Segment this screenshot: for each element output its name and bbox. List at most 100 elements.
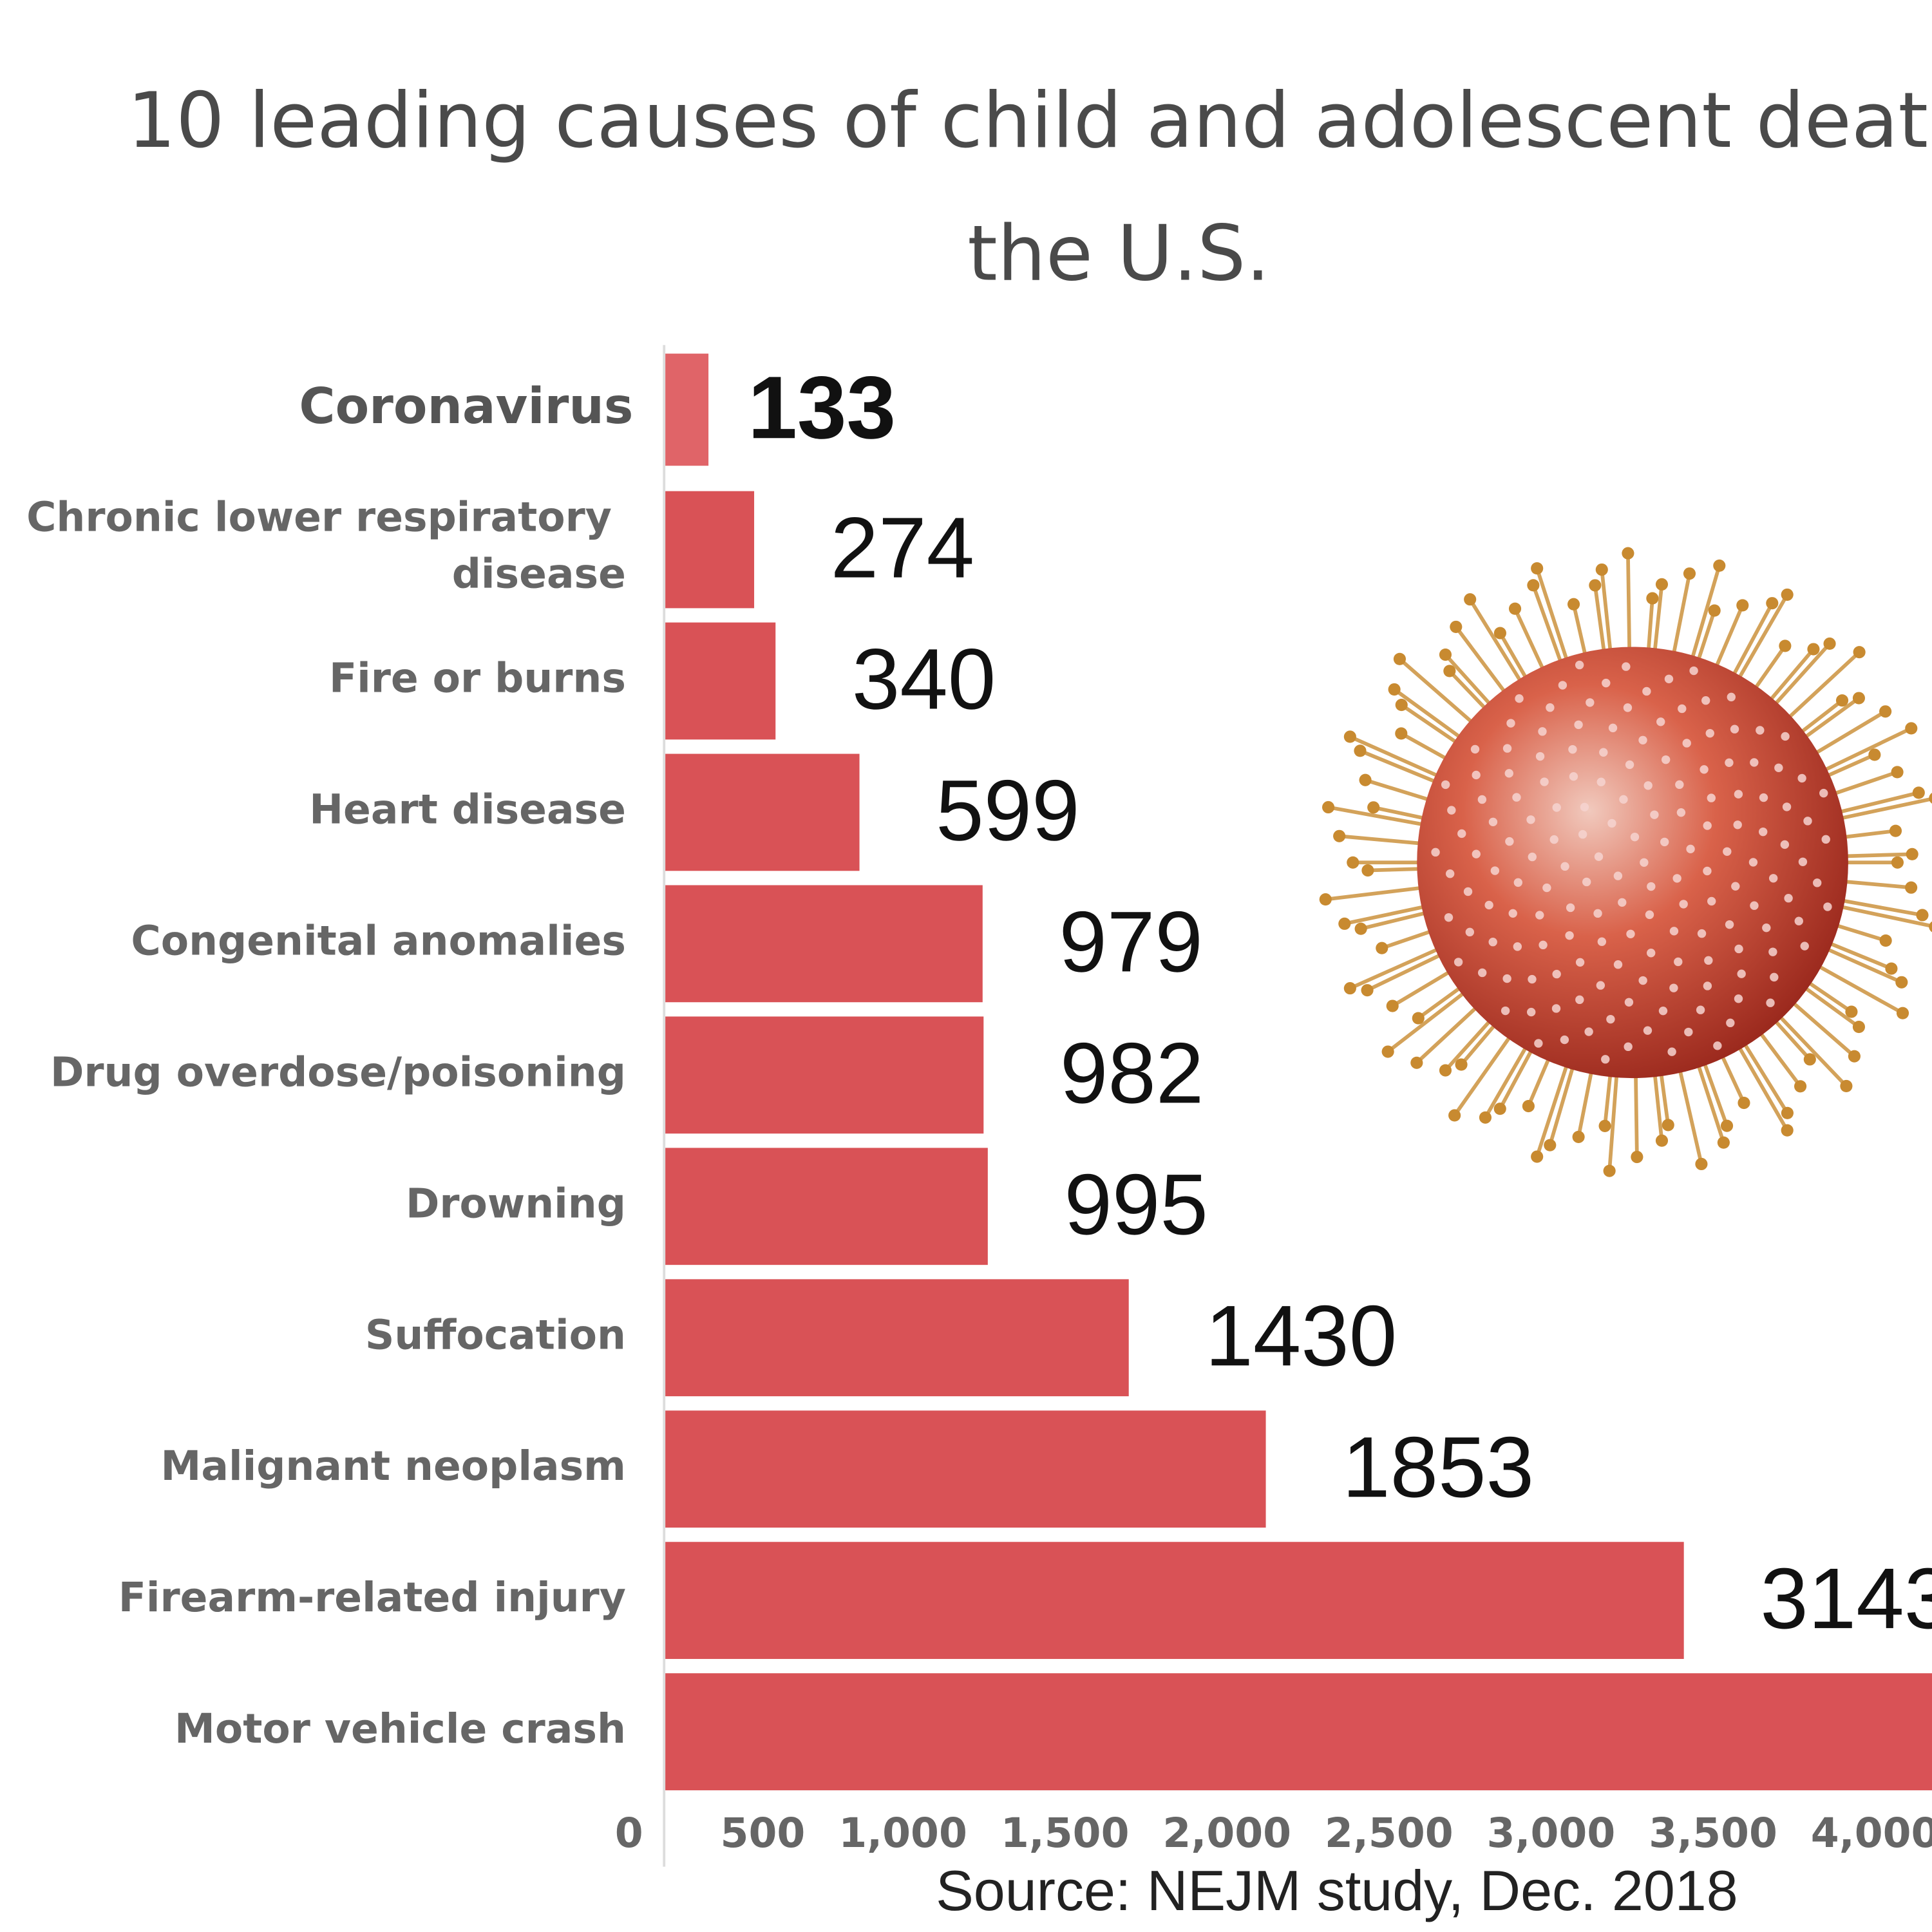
virus-dot [1647,882,1656,891]
virus-spike-tip [1544,1139,1557,1151]
virus-dot [1586,698,1595,707]
bar [665,1016,984,1134]
virus-dot [1667,1047,1676,1056]
virus-spike-tip [1361,984,1374,997]
virus-spike [1727,602,1774,685]
y-tick-label: Motor vehicle crash [175,1705,626,1752]
virus-spike [1809,960,1904,1015]
bar [665,1279,1129,1397]
virus-spike-tip [1835,694,1849,707]
virus-spike [1806,710,1887,760]
virus-spike-tip [1493,1103,1506,1115]
virus-spike-tip [1655,1134,1669,1147]
virus-spike-tip [1443,665,1456,677]
virus-dot [1431,848,1440,857]
virus-dot [1504,769,1513,778]
virus-spike [1400,703,1466,750]
virus-dot [1821,835,1830,844]
virus-spike-tip [1439,1064,1452,1077]
x-tick-label: 2,000 [1162,1809,1291,1857]
virus-dot [1638,976,1647,985]
virus-spike-tip [1598,1119,1611,1132]
virus-dot [1622,662,1631,671]
virus-dot [1593,909,1602,918]
virus-dot [1584,1027,1593,1036]
virus-dot [1734,944,1743,954]
virus-dot [1575,958,1585,967]
virus-dot [1725,920,1734,929]
virus-dot [1463,887,1473,896]
virus-dot [1535,911,1544,920]
virus-dot [1470,744,1480,754]
virus-dot [1444,913,1454,922]
virus-spike-tip [1916,909,1929,922]
virus-spike [1468,598,1528,691]
virus-dot [1488,938,1497,947]
virus-spike [1593,585,1607,661]
virus-spike [1831,903,1932,929]
virus-dot [1730,724,1739,734]
data-label: 995 [1064,1157,1208,1253]
virus-dot [1569,772,1578,781]
virus-spike-tip [1527,579,1540,592]
virus-spike-tip [1889,824,1902,837]
virus-spike-tip [1708,604,1721,617]
virus-spike [1824,770,1899,799]
data-label: 982 [1060,1025,1204,1121]
y-tick-label: Heart disease [309,785,626,833]
virus-spike [1652,584,1664,661]
virus-spike-tip [1891,856,1904,869]
virus-dot [1526,815,1535,824]
virus-spike [1344,903,1434,926]
virus-spike [1444,653,1498,713]
virus-spike-tip [1929,793,1932,804]
virus-spike [1626,553,1632,659]
virus-dot [1560,862,1569,871]
virus-dot [1781,732,1790,741]
virus-dot [1770,972,1779,982]
virus-spike-tip [1845,1005,1858,1018]
virus-spike-tip [1361,864,1374,877]
virus-spike [1359,749,1446,788]
bar [665,885,983,1003]
virus-spike [1360,909,1436,931]
virus-dot [1669,983,1678,992]
virus-spike-tip [1412,1012,1425,1025]
virus-spike [1732,1037,1789,1132]
virus-dot [1725,758,1734,768]
virus-spike-tip [1713,559,1726,572]
virus-dot [1727,692,1736,702]
virus-spike-tip [1852,1021,1866,1034]
virus-spike [1693,1055,1726,1144]
virus-spike [1670,573,1692,664]
virus-spike-tip [1912,786,1925,799]
virus-dot [1580,802,1589,811]
virus-spike-tip [1683,567,1696,580]
virus-spike-tip [1410,1056,1423,1069]
virus-dot [1705,728,1714,738]
virus-spike-tip [1929,921,1932,933]
bar [665,1148,988,1265]
virus-spike-tip [1395,699,1408,712]
x-tick-label: 3,500 [1649,1809,1777,1857]
virus-spike-tip [1448,1109,1461,1122]
virus-spike [1753,1024,1802,1088]
virus-spike [1710,604,1745,677]
virus-dot [1613,871,1623,880]
virus-spike-tip [1343,730,1356,743]
virus-dot [1515,694,1524,703]
x-tick-label: 0 [615,1809,643,1857]
virus-spike [1633,1065,1639,1157]
virus-dot [1484,900,1493,910]
y-tick-label: Firearm-related injury [118,1573,626,1621]
virus-spike [1795,696,1861,745]
virus-dot [1472,770,1481,780]
virus-spike-tip [1848,1050,1861,1063]
virus-dot [1803,817,1812,826]
x-tick-label: 500 [721,1809,806,1857]
virus-dot [1682,739,1691,748]
virus-dot [1508,909,1517,918]
virus-dot [1501,1006,1510,1016]
virus-spike-tip [1885,962,1898,975]
virus-spike-tip [1646,592,1659,605]
